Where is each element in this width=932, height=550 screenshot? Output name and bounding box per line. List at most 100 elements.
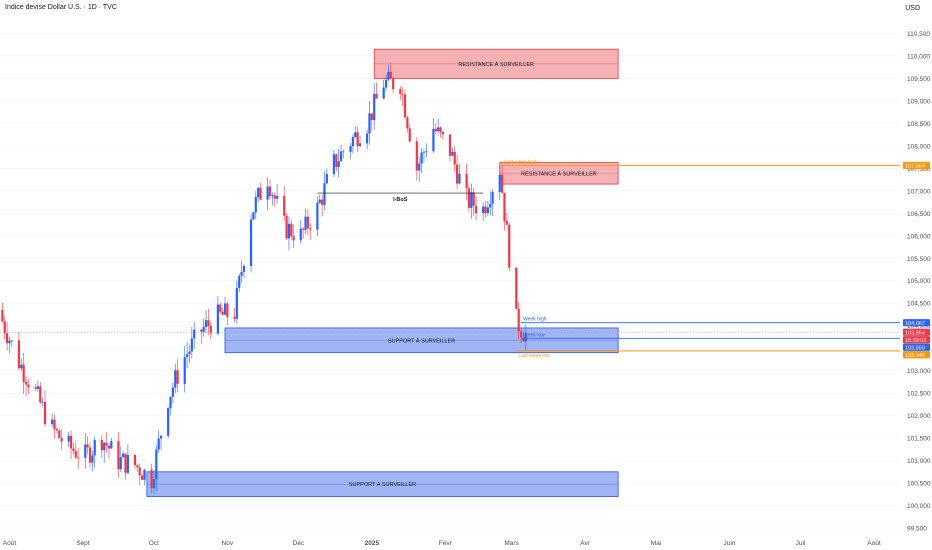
price-tag-label: 103,854 (905, 330, 925, 336)
candles-layer (1, 62, 527, 494)
candle-body (349, 146, 352, 152)
candle-body (223, 303, 227, 315)
candle-body (304, 216, 307, 230)
candle-body (309, 228, 312, 230)
candle-body (20, 364, 23, 369)
zone-label: RÉSISTANCE À SURVEILLER (521, 170, 597, 177)
candle-body (103, 442, 106, 451)
candle-body (152, 479, 156, 489)
candle-body (119, 457, 122, 470)
candle-body (354, 132, 357, 138)
y-tick-label: 110,000 (907, 53, 930, 60)
candle-body (422, 151, 426, 153)
candle-body (517, 308, 520, 332)
candle-body (339, 151, 343, 162)
candle-body (188, 351, 191, 355)
candle-body (233, 316, 236, 319)
candle-body (143, 469, 146, 480)
zone-label: RESISTANCE À SURVEILLER (458, 61, 534, 68)
candle-body (515, 267, 518, 309)
candle-body (387, 71, 390, 80)
candle-body (126, 454, 129, 473)
price-tag-label: 15:39:03 (905, 338, 926, 344)
candle-body (190, 338, 193, 352)
price-tag (903, 336, 930, 344)
y-tick-label: 107,000 (907, 188, 931, 195)
candle-body (67, 435, 70, 442)
candle-body (351, 137, 354, 147)
candle-body (287, 223, 291, 239)
candle-body (84, 444, 87, 458)
y-tick-label: 108,000 (907, 143, 931, 150)
candle-body (259, 188, 262, 200)
candle-body (219, 304, 222, 312)
candle-body (60, 438, 63, 442)
candle-body (318, 199, 321, 203)
candle-body (36, 386, 39, 389)
candle-body (368, 113, 371, 134)
x-tick-label: Août (3, 540, 17, 547)
price-tag-label: 103,550 (905, 345, 925, 351)
y-tick-label: 104,000 (907, 323, 931, 330)
y-tick-label: 99,500 (907, 526, 927, 533)
candle-body (240, 271, 243, 276)
candle-body (207, 320, 210, 326)
candle-body (58, 430, 61, 439)
candle-body (356, 132, 359, 147)
candle-body (470, 192, 473, 208)
price-axis[interactable]: 110,500 110,000 109,500 109,000 108,500 108,0… (903, 31, 931, 533)
x-tick-label: Août (867, 540, 881, 547)
candle-body (503, 192, 506, 222)
candle-body (373, 93, 376, 121)
candle-body (88, 447, 92, 463)
candle-body (335, 154, 338, 167)
chart-title: Indice devise Dollar U.S. · 1D · TVC (5, 4, 117, 11)
y-tick-label: 106,500 (907, 211, 931, 218)
candle-body (519, 331, 523, 338)
candle-body (474, 205, 478, 214)
candle-body (136, 465, 139, 468)
candle-body (242, 265, 246, 272)
candle-body (100, 439, 103, 451)
candle-body (389, 71, 392, 79)
candle-body (93, 439, 96, 456)
candle-body (91, 455, 94, 463)
candle-body (342, 151, 345, 153)
candle-body (453, 151, 456, 165)
candle-body (43, 401, 47, 425)
candle-body (77, 457, 80, 459)
candle-body (174, 370, 177, 388)
candle-body (193, 329, 196, 339)
candle-body (467, 188, 471, 208)
candle-body (204, 320, 208, 327)
candle-body (200, 329, 203, 332)
time-axis[interactable]: Août Sept Oct Nov Déc 2025 Févr Mars Avr Mai Juin J… (3, 540, 881, 547)
candle-body (384, 79, 388, 88)
candle-body (401, 93, 404, 95)
y-tick-label: 100,000 (907, 503, 931, 510)
x-tick-label: Mars (504, 540, 519, 547)
candle-body (226, 303, 229, 317)
candle-body (302, 228, 305, 230)
candle-body (249, 219, 253, 266)
candle-body (105, 442, 108, 446)
candle-body (159, 435, 163, 439)
candle-body (155, 449, 158, 480)
x-tick-label: Sept (76, 540, 90, 547)
candle-body (266, 186, 269, 200)
candle-body (74, 450, 77, 458)
level-label: Last week high (504, 159, 538, 165)
x-tick-label: Déc (293, 540, 305, 547)
zone-label: SUPPORT À SURVEILLER (388, 337, 455, 344)
candle-body (382, 87, 385, 99)
candle-body (27, 384, 30, 388)
candle-body (216, 304, 219, 334)
candle-body (366, 133, 369, 144)
x-tick-label: Févr (439, 540, 453, 547)
price-tag-label: 104,067 (905, 321, 925, 327)
price-tag (903, 319, 930, 327)
x-tick-label: Oct (149, 540, 159, 547)
grid-lines (0, 33, 900, 529)
candle-body (141, 475, 144, 480)
